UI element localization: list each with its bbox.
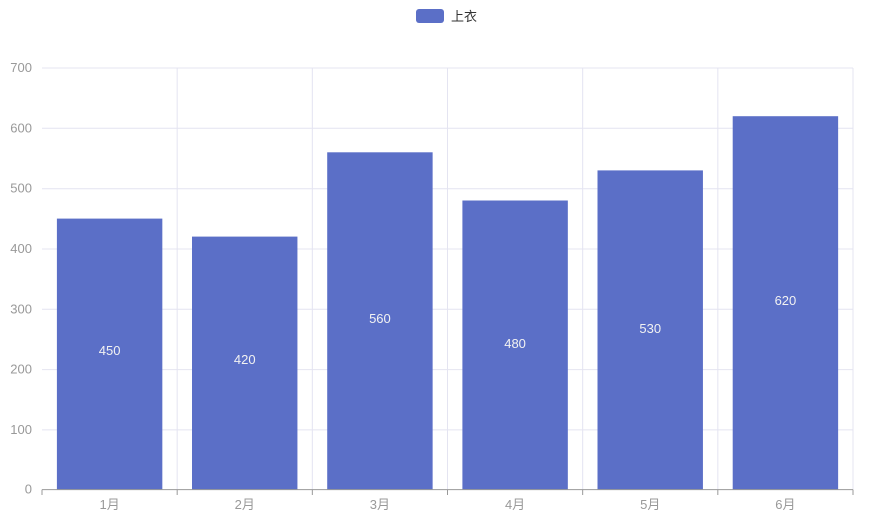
svg-text:2月: 2月 bbox=[235, 497, 255, 512]
svg-text:700: 700 bbox=[10, 60, 32, 75]
svg-text:420: 420 bbox=[234, 352, 256, 367]
svg-text:3月: 3月 bbox=[370, 497, 390, 512]
svg-text:560: 560 bbox=[369, 311, 391, 326]
svg-text:450: 450 bbox=[99, 343, 121, 358]
svg-text:530: 530 bbox=[639, 321, 661, 336]
svg-text:5月: 5月 bbox=[640, 497, 660, 512]
svg-text:620: 620 bbox=[775, 293, 797, 308]
svg-text:480: 480 bbox=[504, 336, 526, 351]
svg-text:500: 500 bbox=[10, 181, 32, 196]
svg-text:600: 600 bbox=[10, 120, 32, 135]
svg-text:4月: 4月 bbox=[505, 497, 525, 512]
svg-text:0: 0 bbox=[25, 482, 32, 497]
svg-text:400: 400 bbox=[10, 241, 32, 256]
svg-text:1月: 1月 bbox=[99, 497, 119, 512]
svg-text:200: 200 bbox=[10, 362, 32, 377]
svg-text:100: 100 bbox=[10, 422, 32, 437]
svg-text:300: 300 bbox=[10, 301, 32, 316]
svg-text:6月: 6月 bbox=[775, 497, 795, 512]
